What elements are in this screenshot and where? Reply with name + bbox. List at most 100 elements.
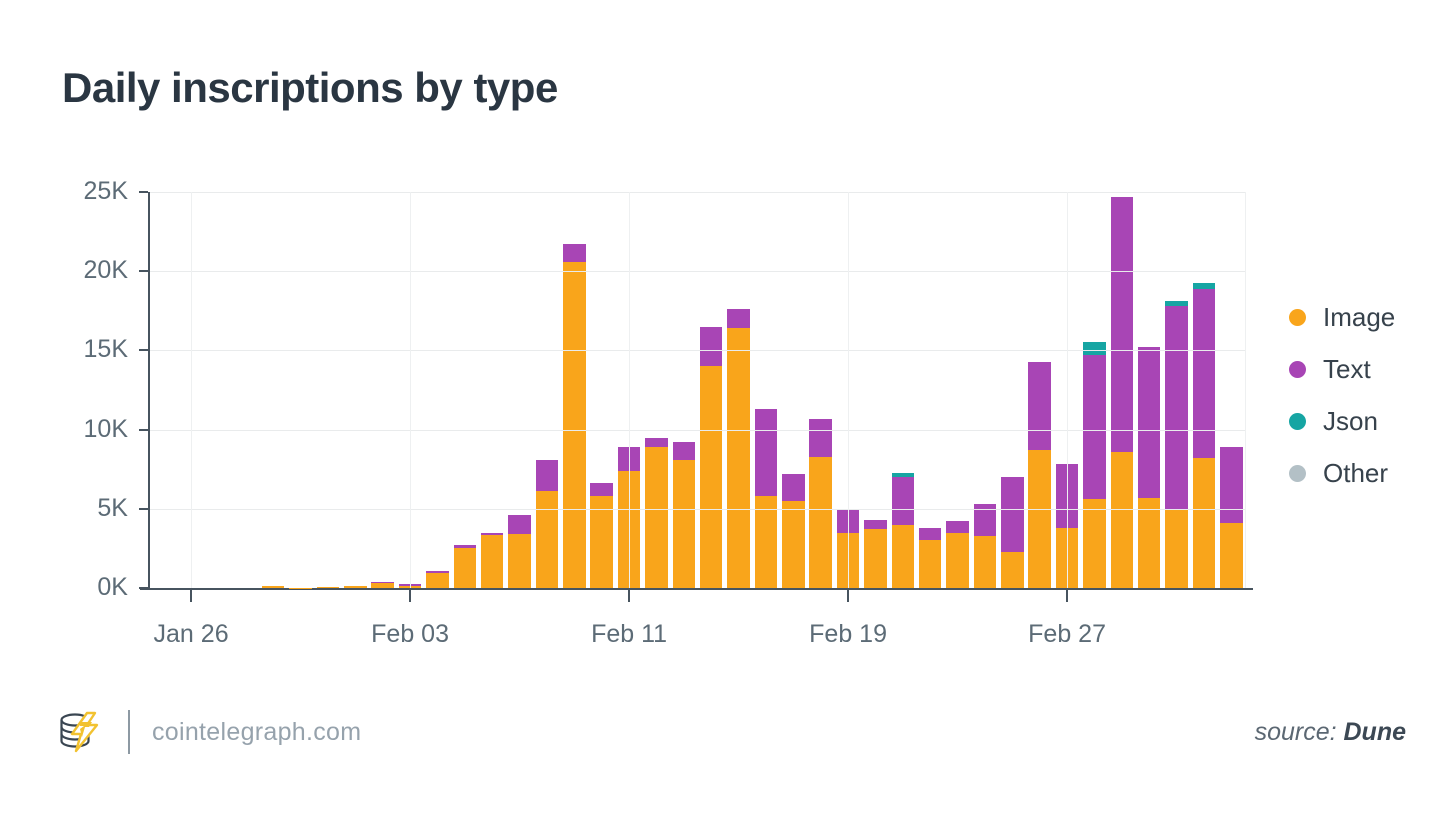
x-gridline [191,192,193,588]
x-gridline [410,192,412,588]
y-axis-tick [139,507,148,510]
x-gridline [1067,192,1069,588]
text-segment [563,244,586,262]
bar-slot [260,192,287,588]
image-segment [699,366,723,588]
other-legend-dot-icon [1289,464,1306,482]
json-segment [891,473,915,478]
y-axis-label: 0K [97,573,128,601]
y-axis-label: 25K [83,177,128,205]
bar-mar-02 [1137,347,1161,588]
y-gridline [150,271,1245,273]
y-axis-tick [139,349,148,352]
bar-feb-18 [809,418,832,588]
bar-slot [1163,192,1190,588]
bar-slot [451,192,478,588]
bar-feb-16 [754,409,778,588]
legend-label: Image [1323,301,1396,332]
text-segment [645,437,668,448]
footer-branding: cointelegraph.com [56,707,361,757]
bar-feb-06 [480,532,504,588]
x-axis-line [140,588,1253,590]
lightning-bolt-icon [70,711,99,753]
bar-feb-08 [535,459,559,588]
bar-slot [971,192,998,588]
text-segment [1220,447,1243,524]
y-gridline [150,192,1245,193]
image-segment [371,583,394,588]
x-axis-tick [409,589,412,602]
image-segment [261,586,285,588]
bar-feb-24 [973,504,997,588]
image-segment [426,572,449,588]
json-segment [1165,300,1188,307]
text-segment [699,326,723,367]
chart-title: Daily inscriptions by type [62,64,558,111]
image-segment [891,524,915,588]
bar-feb-23 [946,521,969,588]
image-segment [535,490,559,588]
image-segment [727,328,750,588]
y-axis-label: 20K [83,256,128,285]
y-axis-tick [139,428,148,431]
x-axis-tick [847,589,850,602]
bar-feb-10 [590,483,613,588]
bar-feb-01 [344,585,367,588]
text-segment [727,309,750,329]
image-segment [1001,551,1024,588]
image-segment [1110,451,1134,588]
bar-slot [1218,192,1245,588]
bar-slot [314,192,341,588]
bar-feb-25 [1001,477,1024,588]
image-segment [480,534,504,588]
y-gridline [150,508,1245,510]
bar-feb-02 [371,582,394,588]
text-segment [946,521,969,533]
bar-slot [670,192,697,588]
bar-feb-26 [1028,361,1051,588]
x-gridline [848,192,850,588]
image-segment [1137,497,1161,588]
text-segment [1192,288,1216,459]
x-axis-tick [628,589,631,602]
bar-slot [752,192,779,588]
text-segment [371,582,394,584]
json-segment [1192,283,1216,289]
cointelegraph-logo [60,711,99,753]
json-legend-dot-icon [1289,412,1306,430]
bar-feb-04 [426,571,449,588]
bar-slot [807,192,834,588]
bar-slot [232,192,259,588]
bar-feb-17 [782,473,805,588]
bar-feb-20 [864,519,887,588]
bar-jan-29 [261,586,285,588]
x-axis-tick [1066,589,1069,602]
x-axis-label: Feb 27 [1028,620,1106,648]
x-gridline [629,192,631,588]
source-name: Dune [1343,717,1407,746]
text-segment [1083,355,1106,500]
json-segment [1083,342,1106,356]
text-segment [1110,196,1134,452]
y-axis-label: 5K [97,493,128,522]
y-axis-line [148,192,150,588]
bar-feb-28 [1083,342,1106,588]
bar-slot [150,192,177,588]
bar-feb-07 [508,515,531,588]
image-segment [782,500,805,588]
bar-feb-13 [672,442,696,588]
bar-slot [479,192,506,588]
bar-jan-31 [316,587,340,588]
source-label: source: [1254,717,1337,746]
x-gridline [1245,192,1246,588]
bar-slot [862,192,889,588]
bar-slot [342,192,369,588]
y-axis-tick [139,191,148,193]
legend-item-other: Other [1289,447,1395,499]
image-segment [590,496,613,588]
text-segment [1028,361,1051,451]
bar-slot [643,192,670,588]
bar-feb-15 [727,309,750,588]
text-segment [672,442,696,460]
image-segment [453,547,477,588]
